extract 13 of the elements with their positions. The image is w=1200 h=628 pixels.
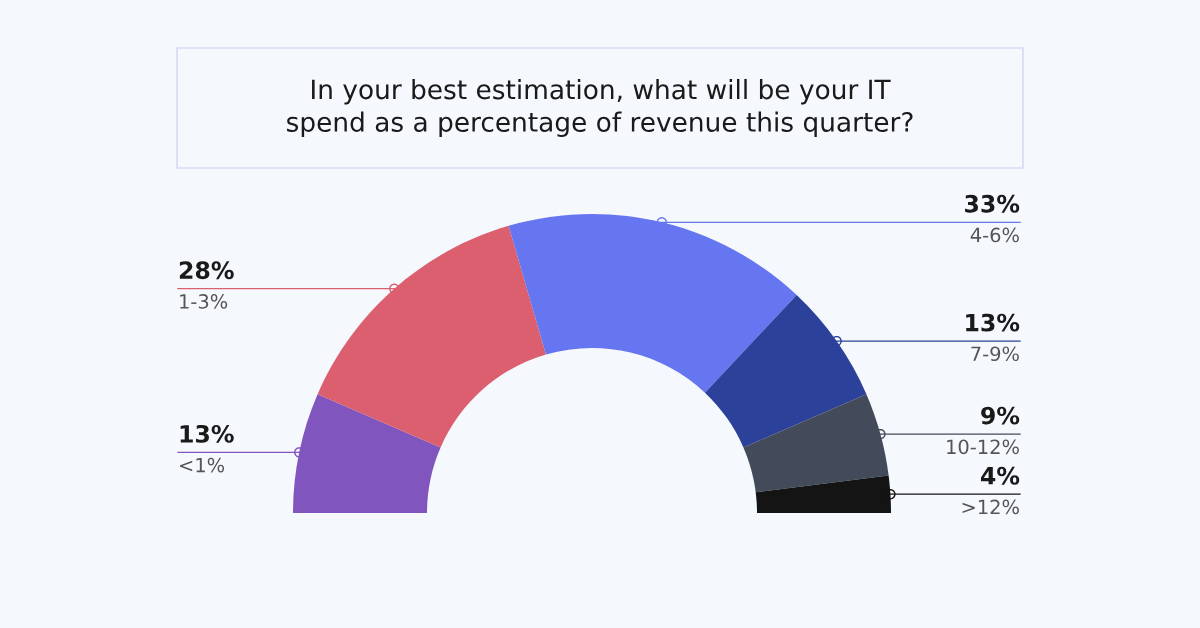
slice-label: <1% bbox=[180, 457, 225, 473]
data-label: 33% bbox=[965, 194, 1020, 213]
data-label: 13% bbox=[180, 424, 234, 443]
chart-title: In your best estimation, what will be your IT spend as a percentage of revenue this quarter? bbox=[287, 78, 913, 138]
slice-label: >12% bbox=[962, 499, 1019, 515]
slice-label: 7-9% bbox=[971, 346, 1019, 362]
slice-label: 10-12% bbox=[947, 439, 1019, 455]
data-label: 4% bbox=[980, 466, 1020, 485]
data-label: 28% bbox=[179, 261, 234, 280]
data-label: 9% bbox=[981, 406, 1020, 425]
slice-label: 4-6% bbox=[970, 227, 1019, 243]
slice-label: 1-3% bbox=[180, 294, 228, 309]
data-label: 13% bbox=[966, 313, 1020, 332]
